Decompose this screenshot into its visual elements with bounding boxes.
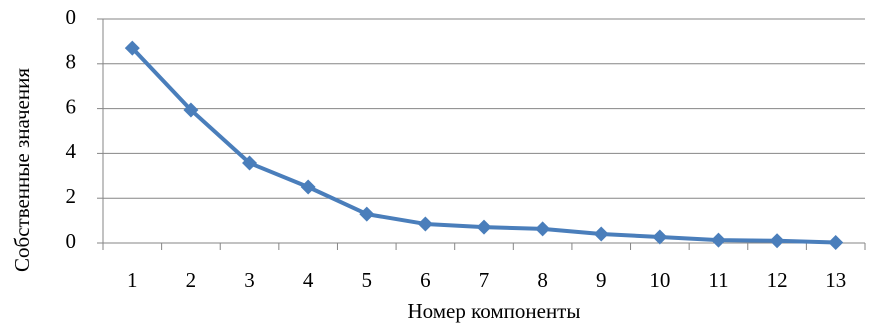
y-tick-label: 4 — [66, 139, 77, 163]
x-tick-label: 9 — [596, 268, 607, 292]
data-point — [828, 235, 844, 251]
data-point — [535, 221, 551, 237]
x-tick-label: 2 — [186, 268, 197, 292]
x-tick-label: 5 — [362, 268, 373, 292]
x-tick-label: 11 — [708, 268, 728, 292]
data-point — [359, 206, 375, 222]
x-tick-label: 4 — [303, 268, 314, 292]
x-tick-label: 13 — [825, 268, 846, 292]
x-tick-label: 10 — [649, 268, 670, 292]
y-tick-label: 6 — [66, 94, 77, 118]
series-line — [130, 46, 836, 245]
x-tick-label: 8 — [537, 268, 548, 292]
y-tick-label: 2 — [66, 184, 77, 208]
x-tick-label: 6 — [420, 268, 431, 292]
data-point — [417, 216, 433, 232]
x-axis-label: Номер компоненты — [408, 299, 581, 323]
y-tick-label: 0 — [66, 229, 77, 253]
data-point — [242, 155, 258, 171]
x-tick-label: 1 — [127, 268, 138, 292]
data-point — [710, 232, 726, 248]
data-point — [124, 40, 140, 56]
data-point — [769, 233, 785, 249]
data-point — [300, 179, 316, 195]
y-tick-label: 8 — [66, 50, 77, 74]
x-tick-label: 12 — [767, 268, 788, 292]
y-axis-label: Собственные значения — [10, 68, 34, 272]
data-point — [652, 229, 668, 245]
data-point — [476, 219, 492, 235]
data-point — [183, 102, 199, 118]
y-tick-label: 0 — [66, 5, 77, 29]
x-tick-label: 3 — [244, 268, 255, 292]
x-tick-label: 7 — [479, 268, 490, 292]
data-point — [593, 226, 609, 242]
